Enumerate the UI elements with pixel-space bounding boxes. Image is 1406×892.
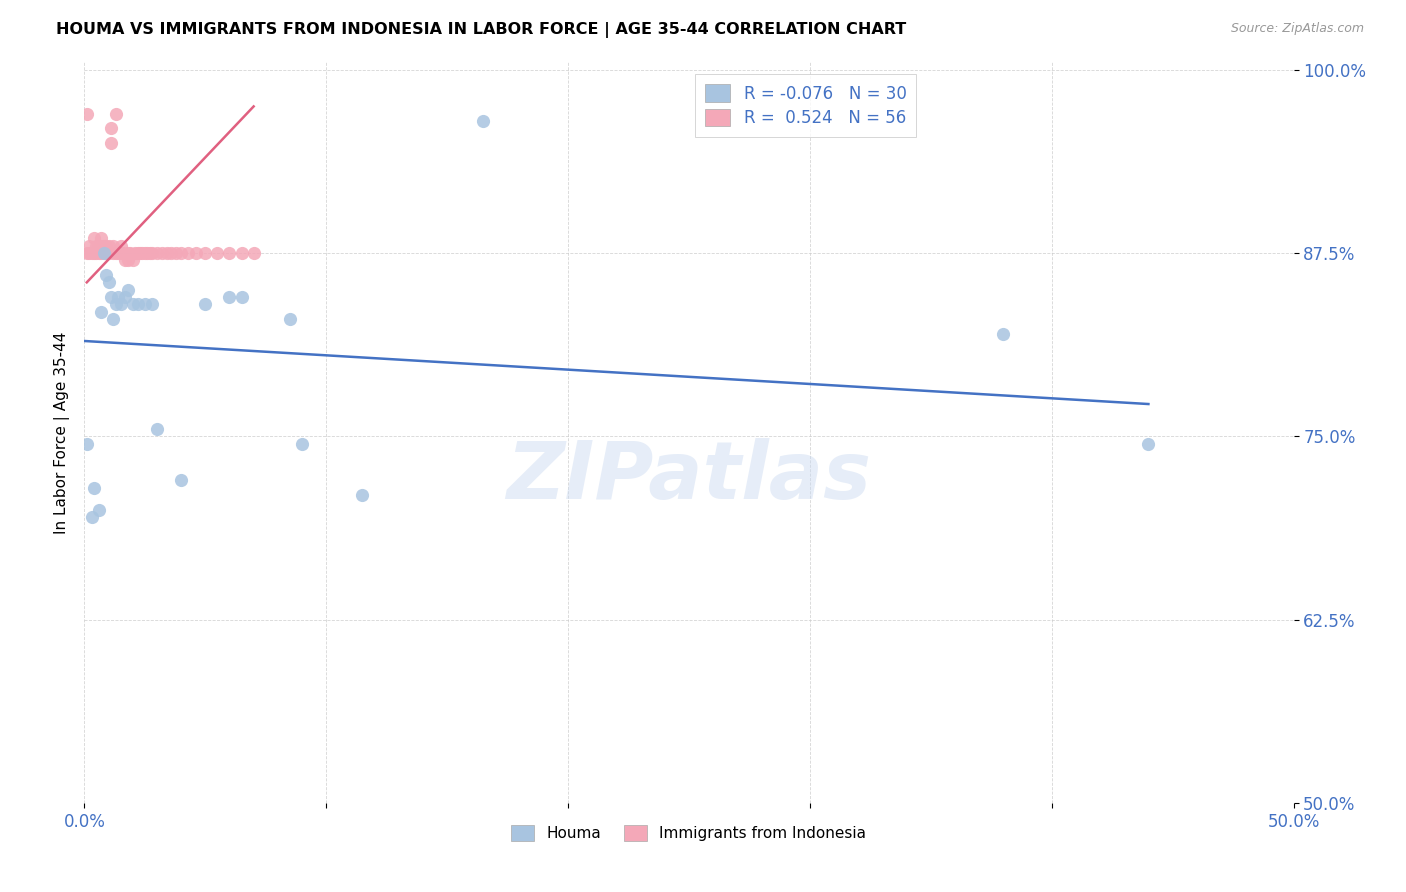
Point [150,246,173,260]
Point [83,246,105,260]
Point [160,246,183,260]
Point [1137,436,1160,450]
Point [121,253,143,268]
Point [93,246,115,260]
Point [141,246,163,260]
Point [184,246,207,260]
Point [107,290,129,304]
Point [93,238,115,252]
Point [218,290,240,304]
Point [77,246,100,260]
Point [100,136,122,150]
Point [127,297,149,311]
Point [155,246,177,260]
Point [87,502,110,516]
Point [107,246,129,260]
Point [76,246,98,260]
Text: ZIPatlas: ZIPatlas [506,438,872,516]
Point [97,276,120,290]
Point [90,238,112,252]
Point [194,246,217,260]
Point [86,246,108,260]
Point [94,246,117,260]
Point [80,510,103,524]
Point [104,297,127,311]
Point [110,297,132,311]
Point [131,246,153,260]
Point [114,290,136,304]
Point [352,488,374,502]
Point [242,246,264,260]
Point [129,246,152,260]
Point [110,246,132,260]
Point [121,297,143,311]
Point [170,473,193,487]
Point [278,312,301,326]
Point [76,436,98,450]
Point [76,107,98,121]
Point [103,312,125,326]
Point [194,297,217,311]
Point [231,246,253,260]
Point [86,238,108,252]
Point [114,253,136,268]
Point [90,246,112,260]
Point [94,268,117,282]
Point [993,326,1015,341]
Text: HOUMA VS IMMIGRANTS FROM INDONESIA IN LABOR FORCE | AGE 35-44 CORRELATION CHART: HOUMA VS IMMIGRANTS FROM INDONESIA IN LA… [56,22,907,38]
Point [87,238,110,252]
Point [112,246,135,260]
Point [100,290,122,304]
Point [100,121,122,136]
Point [165,246,187,260]
Point [93,246,115,260]
Point [291,436,314,450]
Point [218,246,240,260]
Point [231,290,253,304]
Point [80,246,103,260]
Point [134,297,156,311]
Y-axis label: In Labor Force | Age 35-44: In Labor Force | Age 35-44 [55,332,70,533]
Legend: Houma, Immigrants from Indonesia: Houma, Immigrants from Indonesia [505,819,873,847]
Point [117,283,139,297]
Point [83,231,105,245]
Point [124,246,146,260]
Point [90,231,112,245]
Point [97,246,120,260]
Point [97,238,120,252]
Point [207,246,229,260]
Point [103,246,125,260]
Point [110,238,132,252]
Point [77,238,100,252]
Point [83,481,105,495]
Point [177,246,200,260]
Point [134,246,156,260]
Point [136,246,159,260]
Text: Source: ZipAtlas.com: Source: ZipAtlas.com [1230,22,1364,36]
Point [94,238,117,252]
Point [472,114,495,128]
Point [103,238,125,252]
Point [146,246,169,260]
Point [104,246,127,260]
Point [90,304,112,318]
Point [127,246,149,260]
Point [117,253,139,268]
Point [117,246,139,260]
Point [138,246,160,260]
Point [141,297,163,311]
Point [87,246,110,260]
Point [120,246,142,260]
Point [170,246,193,260]
Point [146,422,169,436]
Point [104,107,127,121]
